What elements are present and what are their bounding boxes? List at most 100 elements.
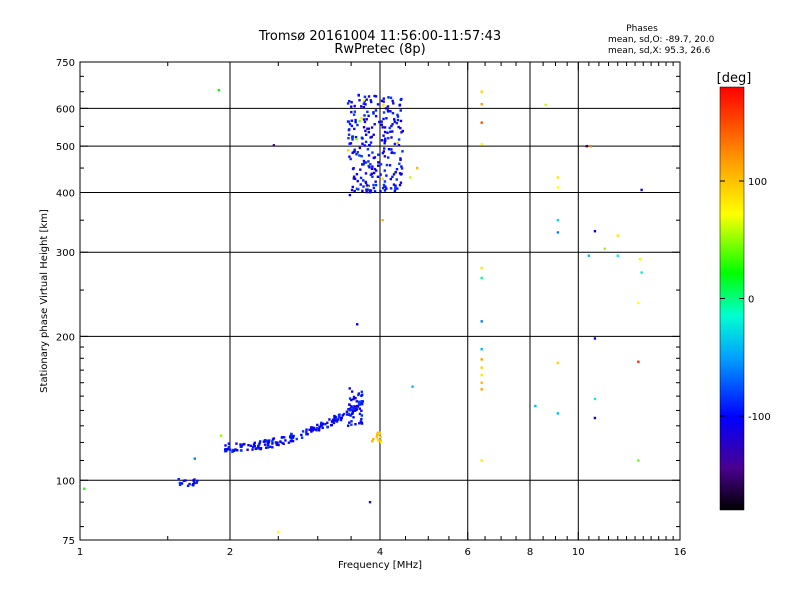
data-point (385, 187, 388, 190)
data-point (350, 420, 353, 423)
data-point (640, 271, 643, 274)
data-point (368, 166, 371, 169)
data-point (362, 118, 366, 121)
data-point (556, 219, 560, 222)
data-point (347, 412, 351, 416)
data-point (378, 120, 381, 124)
data-point (394, 186, 397, 189)
data-point (178, 481, 182, 485)
data-point (362, 179, 365, 182)
data-point (341, 414, 345, 417)
data-point (349, 407, 352, 410)
data-point (180, 482, 184, 485)
data-point (352, 395, 356, 399)
data-point (351, 138, 354, 141)
data-point (377, 432, 381, 435)
data-point (253, 441, 256, 444)
data-point (360, 417, 363, 421)
data-point (287, 441, 291, 444)
data-point (393, 142, 397, 146)
colorbar-tick-label: -100 (748, 412, 771, 423)
data-point (271, 442, 274, 445)
data-point (373, 94, 376, 98)
data-point (262, 440, 266, 443)
data-point (366, 148, 370, 151)
data-point (361, 189, 364, 193)
data-point (480, 266, 483, 270)
data-point (338, 416, 341, 419)
data-point (369, 141, 373, 144)
data-point (380, 99, 384, 103)
y-tick-label: 400 (56, 188, 75, 199)
data-point (401, 129, 405, 133)
data-point (345, 410, 349, 413)
data-point (364, 103, 367, 106)
y-tick-label: 600 (56, 104, 75, 115)
data-point (333, 416, 336, 420)
data-point (347, 120, 351, 123)
data-point (289, 439, 293, 443)
data-point (365, 190, 368, 194)
data-point (399, 157, 402, 160)
data-point (348, 408, 351, 412)
data-point (315, 428, 318, 432)
data-point (395, 178, 399, 181)
data-point (177, 477, 180, 481)
data-point (356, 151, 359, 154)
data-point (362, 159, 366, 163)
data-point (556, 231, 560, 234)
data-point (376, 439, 380, 442)
point-layer (83, 88, 643, 534)
data-point (379, 163, 383, 166)
data-point (376, 175, 380, 178)
data-point (251, 448, 254, 451)
data-point (241, 443, 245, 446)
data-point (352, 397, 355, 401)
data-point (378, 431, 381, 434)
data-point (350, 405, 353, 408)
data-point (282, 442, 285, 446)
data-point (391, 130, 394, 133)
data-point (347, 149, 350, 152)
data-point (281, 441, 284, 445)
data-point (351, 410, 355, 414)
data-point (381, 177, 384, 181)
data-point (367, 164, 370, 168)
data-point (353, 405, 356, 408)
data-point (340, 416, 343, 420)
data-point (360, 154, 363, 158)
data-point (384, 137, 387, 140)
data-point (366, 110, 369, 113)
data-point (372, 112, 375, 115)
data-point (397, 144, 401, 147)
colorbar-tick-label: 100 (748, 177, 767, 188)
data-point (359, 176, 363, 180)
data-point (354, 396, 357, 400)
data-point (182, 479, 186, 482)
data-point (386, 131, 389, 134)
data-point (353, 110, 357, 113)
data-point (259, 446, 263, 450)
data-point (246, 448, 249, 451)
data-point (383, 169, 386, 172)
data-point (637, 301, 640, 305)
data-point (348, 122, 352, 126)
data-point (289, 434, 292, 438)
data-point (271, 438, 275, 441)
data-point (305, 428, 308, 431)
data-point (239, 449, 243, 452)
data-point (383, 147, 386, 150)
data-point (360, 399, 363, 403)
data-point (83, 487, 86, 490)
data-point (393, 120, 397, 123)
data-point (384, 139, 387, 142)
data-point (358, 99, 361, 102)
data-point (282, 436, 286, 439)
data-point (266, 441, 270, 445)
data-point (640, 188, 643, 192)
data-point (374, 180, 377, 183)
data-point (380, 120, 383, 123)
data-point (396, 187, 399, 190)
data-point (330, 423, 333, 427)
data-point (227, 445, 231, 449)
